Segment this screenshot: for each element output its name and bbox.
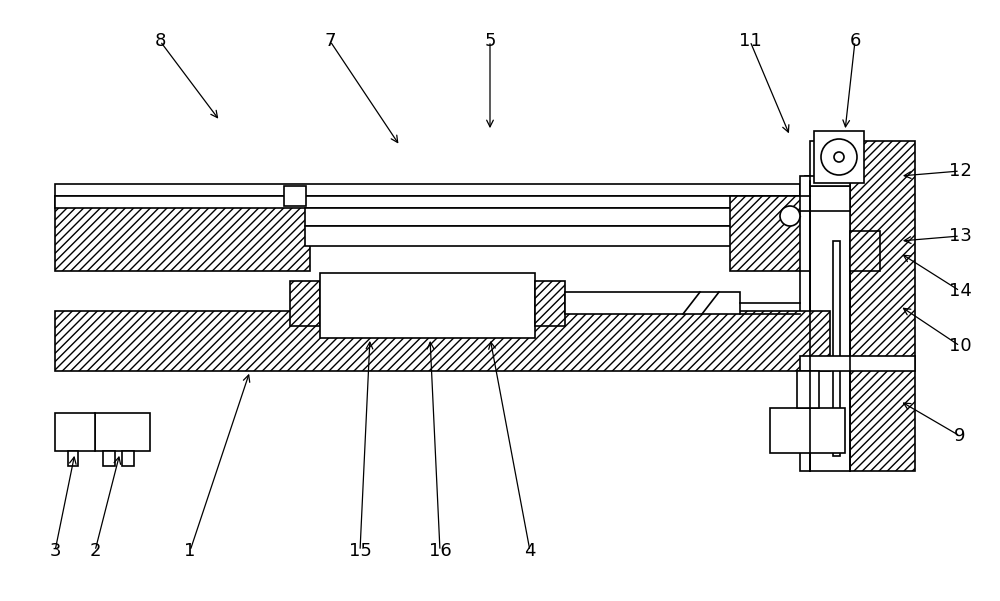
Bar [55, 413, 95, 451]
Text: 15: 15 [349, 542, 371, 560]
Bar [730, 196, 805, 271]
Bar [810, 141, 850, 471]
Bar [850, 231, 880, 271]
Bar [800, 356, 915, 371]
Bar [122, 451, 134, 466]
Text: 2: 2 [89, 542, 101, 560]
Bar [814, 131, 864, 183]
Circle shape [834, 152, 844, 162]
Text: 11: 11 [739, 32, 761, 50]
Text: 16: 16 [429, 542, 451, 560]
Bar [805, 176, 850, 186]
Bar [770, 408, 845, 453]
Bar [290, 281, 320, 326]
Bar [535, 281, 565, 326]
Text: 13: 13 [949, 227, 971, 245]
Circle shape [821, 139, 857, 175]
Bar [833, 241, 840, 456]
Bar [305, 226, 800, 246]
Bar [95, 413, 150, 451]
Bar [55, 196, 310, 271]
Bar [800, 176, 810, 471]
Text: 8: 8 [154, 32, 166, 50]
Circle shape [780, 206, 800, 226]
Text: 5: 5 [484, 32, 496, 50]
Text: 6: 6 [849, 32, 861, 50]
Bar [103, 451, 115, 466]
Text: 12: 12 [949, 162, 971, 180]
Bar [305, 208, 800, 226]
Bar [320, 273, 535, 338]
Bar [805, 186, 850, 211]
Text: 10: 10 [949, 337, 971, 355]
Bar [55, 311, 830, 371]
Text: 1: 1 [184, 542, 196, 560]
Text: 7: 7 [324, 32, 336, 50]
Bar [850, 141, 915, 471]
Text: 9: 9 [954, 427, 966, 445]
Bar [797, 371, 819, 408]
Text: 4: 4 [524, 542, 536, 560]
Text: 3: 3 [49, 542, 61, 560]
Bar [68, 451, 78, 466]
Bar [284, 186, 306, 206]
Bar [565, 292, 740, 314]
Bar [55, 184, 800, 196]
Bar [55, 196, 800, 208]
Text: 14: 14 [949, 282, 971, 300]
